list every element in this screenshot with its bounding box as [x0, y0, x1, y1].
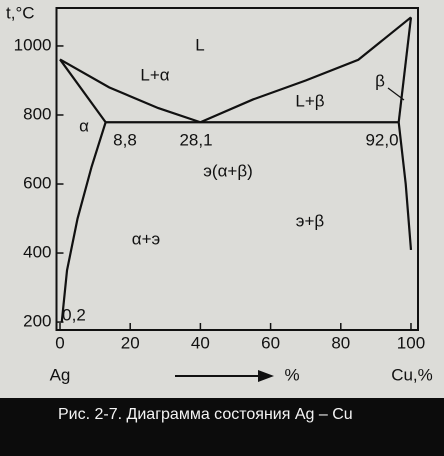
- y-tick-label: 600: [23, 173, 51, 192]
- plot-frame: [55, 7, 419, 331]
- region-label: э(α+β): [203, 161, 253, 180]
- x-tick-label: 60: [261, 333, 280, 352]
- y-tick-label: 200: [23, 312, 51, 331]
- region-label: L+α: [140, 65, 169, 84]
- region-label: 92,0: [365, 130, 398, 149]
- x-tick-label: 100: [397, 333, 425, 352]
- x-axis-label-left: Ag: [50, 365, 71, 384]
- pointer: [387, 87, 405, 101]
- phase-boundary: [397, 17, 413, 123]
- phase-boundary: [397, 122, 413, 251]
- phase-boundary: [60, 121, 107, 323]
- x-tick-label: 20: [121, 333, 140, 352]
- region-label: 8,8: [113, 130, 137, 149]
- caption-band: Рис. 2-7. Диаграмма состояния Ag – Cu: [0, 398, 444, 456]
- region-label: L: [195, 35, 204, 54]
- phase-boundary: [59, 58, 201, 124]
- x-tick-label: 0: [55, 333, 64, 352]
- arrow-head: [258, 370, 274, 382]
- phase-boundary: [199, 16, 412, 124]
- phase-boundary: [59, 58, 107, 123]
- y-tick-label: 1000: [14, 35, 52, 54]
- x-tick-label: 40: [191, 333, 210, 352]
- y-tick-label: 400: [23, 243, 51, 262]
- region-label: 0,2: [62, 305, 86, 324]
- caption: Рис. 2-7. Диаграмма состояния Ag – Cu: [58, 406, 353, 423]
- y-axis-label: t,°C: [6, 3, 35, 22]
- region-label: L+β: [295, 91, 324, 110]
- region-label: э+β: [296, 211, 325, 230]
- x-axis-label-mid: %: [284, 365, 299, 384]
- x-axis-label-right: Cu,%: [391, 365, 433, 384]
- region-label: α: [79, 116, 89, 135]
- region-label: α+э: [132, 229, 160, 248]
- chart: t,°C Ag % Cu,% 200 400 600 800 1000 0 20 40 60 80…: [6, 3, 433, 384]
- y-tick-label: 800: [23, 104, 51, 123]
- region-label: 28,1: [179, 130, 212, 149]
- x-tick-label: 80: [331, 333, 350, 352]
- region-label: β: [375, 71, 385, 90]
